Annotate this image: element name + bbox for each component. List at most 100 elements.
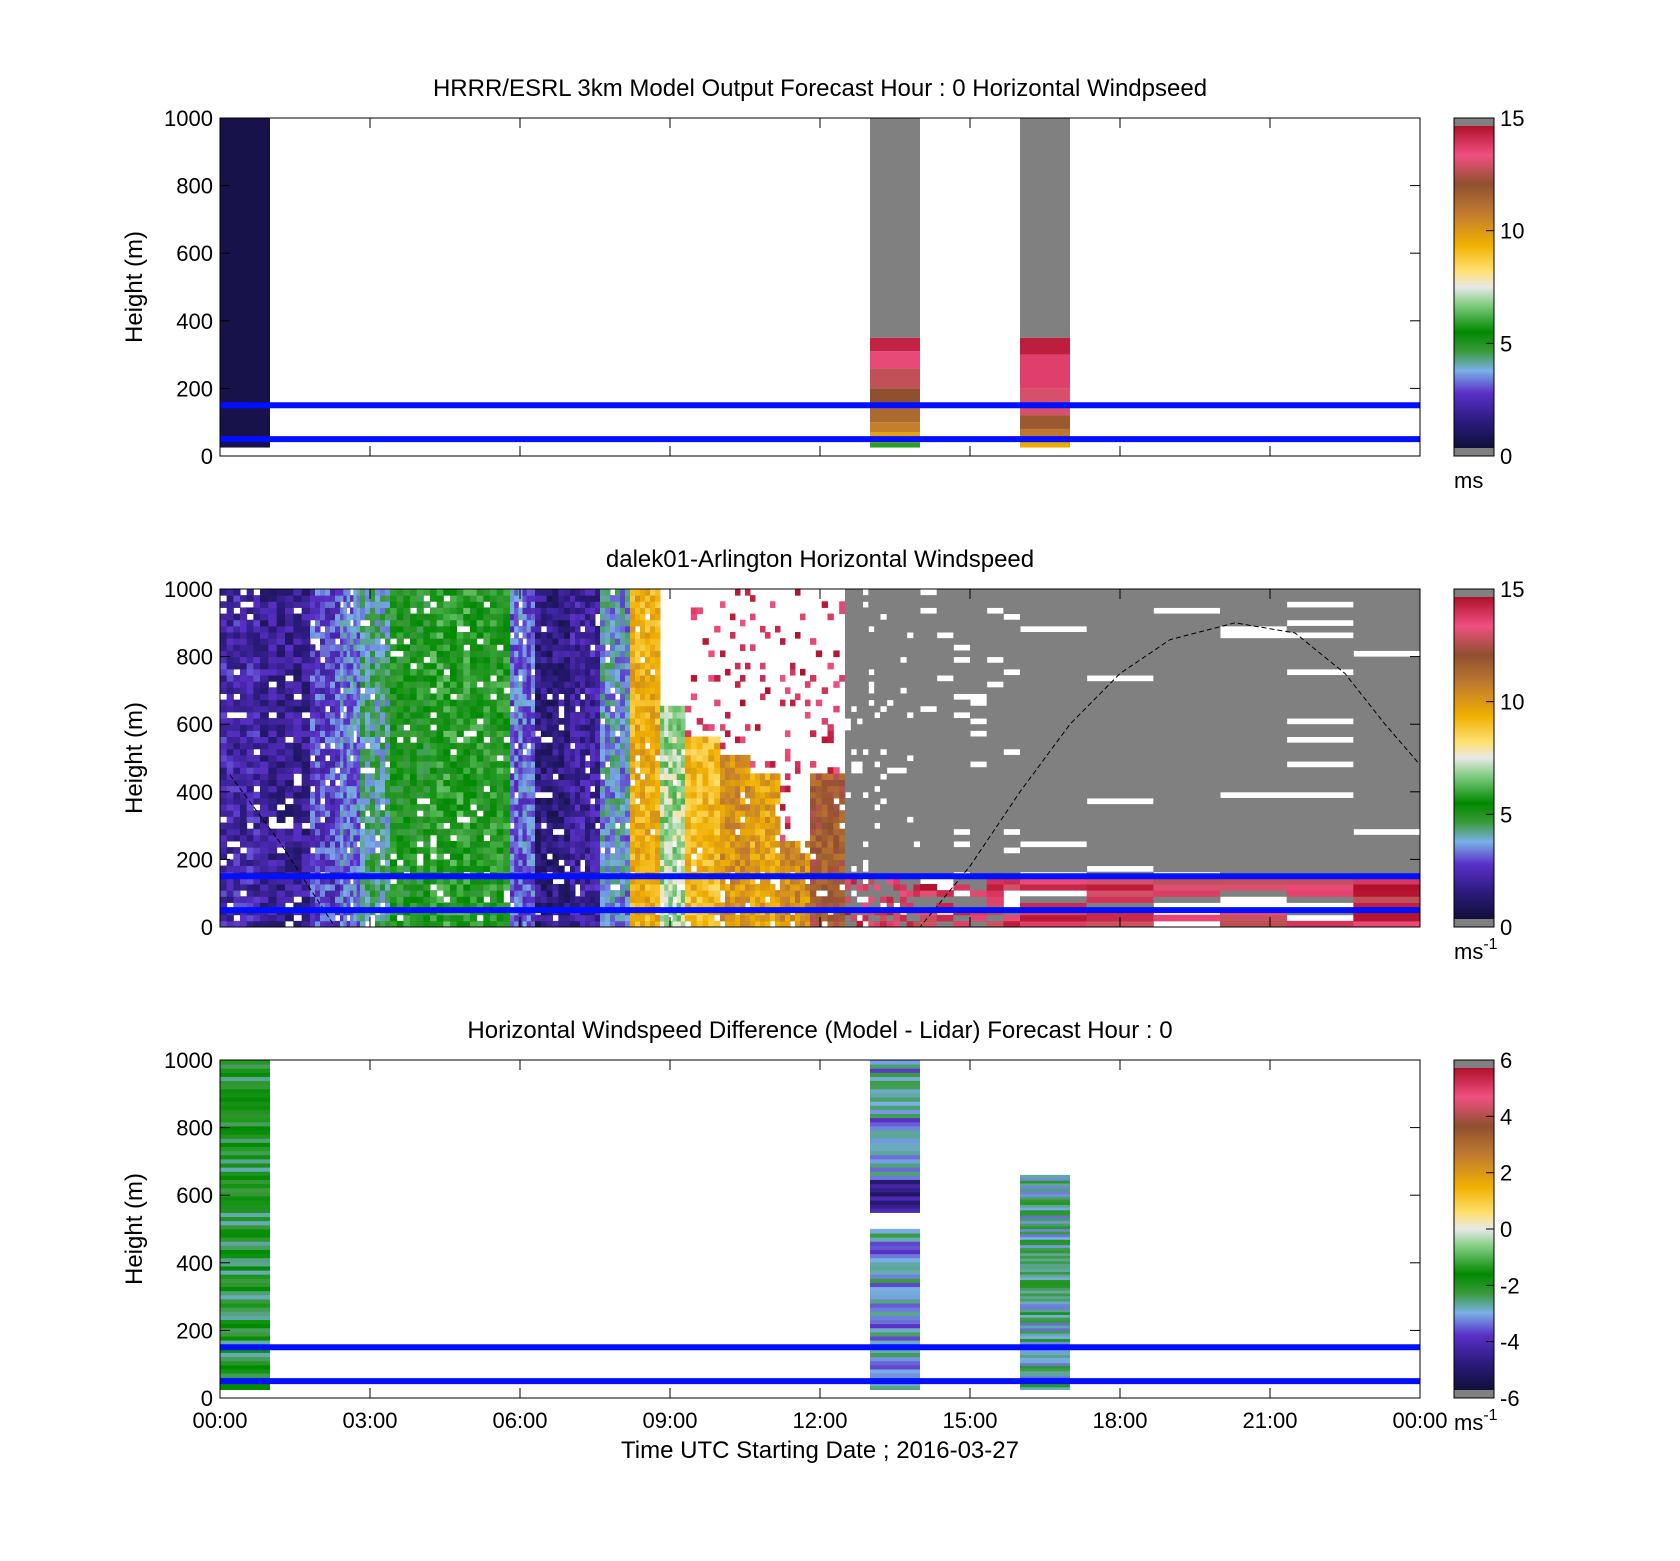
- lidar-cell: [353, 681, 358, 688]
- lidar-cell: [301, 748, 311, 756]
- lidar-cell: [730, 822, 736, 830]
- lidar-cell: [353, 601, 358, 608]
- lidar-cell: [483, 595, 491, 602]
- lidar-cell: [745, 853, 751, 860]
- lidar-cell: [546, 877, 553, 885]
- lidar-cell: [770, 810, 776, 817]
- lidar-cell: [233, 625, 241, 633]
- lidar-cell: [615, 613, 621, 621]
- lidar-cell: [514, 896, 519, 903]
- lidar-cell: [540, 607, 548, 615]
- lidar-cell: [585, 601, 591, 608]
- lidar-cell: [522, 797, 528, 805]
- lidar-cell: [590, 767, 596, 774]
- lidar-cell: [301, 632, 311, 639]
- lidar-cell: [805, 883, 811, 891]
- lidar-cell: [570, 650, 576, 658]
- lidar-cell: [293, 644, 303, 651]
- lidar-cell: [416, 767, 424, 774]
- lidar-cell: [645, 773, 651, 781]
- lidar-cell: [645, 810, 651, 817]
- lidar-cell: [664, 724, 669, 731]
- lidar-cell: [702, 853, 709, 860]
- lidar-cell: [476, 834, 484, 842]
- lidar-cell: [375, 699, 381, 707]
- lidar-cell: [690, 920, 698, 928]
- lidar-cell: [496, 890, 504, 897]
- lidar-cell: [463, 632, 471, 639]
- lidar-cell: [645, 797, 651, 805]
- lidar-cell: [735, 902, 741, 910]
- lidar-cell: [755, 914, 761, 922]
- lidar-cell: [370, 859, 376, 867]
- lidar-cell: [605, 791, 611, 799]
- lidar-cell: [503, 834, 511, 842]
- lidar-cell: [595, 840, 601, 848]
- lidar-cell: [343, 662, 348, 670]
- lidar-cell: [390, 761, 398, 768]
- lidar-cell: [770, 883, 776, 891]
- lidar-cell: [350, 828, 354, 836]
- lidar-cell: [356, 920, 361, 928]
- lidar-cell: [745, 896, 751, 903]
- lidar-cell: [630, 730, 636, 737]
- lidar-cell: [450, 601, 458, 608]
- lidar-cell: [526, 890, 532, 897]
- lidar-cell: [315, 589, 321, 596]
- lidar-cell: [233, 822, 241, 830]
- lidar-cell: [403, 785, 411, 793]
- lidar-cell: [730, 853, 736, 860]
- lidar-cell: [285, 773, 294, 781]
- lidar-cell: [635, 773, 641, 781]
- lidar-cell: [610, 748, 616, 756]
- lidar-cell: [350, 644, 354, 651]
- lidar-cell: [672, 761, 678, 768]
- lidar-cell: [220, 638, 228, 645]
- model-column-2-cell-6: [1020, 118, 1070, 338]
- lidar-cell: [246, 877, 254, 885]
- lidar-cell: [676, 742, 682, 750]
- lidar-cell: [463, 619, 471, 627]
- lidar-cell: [335, 822, 341, 830]
- lidar-cell: [253, 681, 261, 688]
- lidar-cell: [490, 785, 498, 793]
- lidar-cell: [615, 804, 621, 811]
- lidar-cell: [514, 883, 519, 891]
- lidar-cell: [765, 804, 771, 811]
- lidar-cell: [380, 705, 386, 713]
- lidar-cell: [564, 632, 571, 639]
- lidar-cell: [496, 736, 504, 744]
- lidar-cell: [246, 668, 254, 676]
- lidar-cell: [680, 859, 686, 867]
- lidar-cell: [240, 656, 248, 664]
- lidar-cell: [375, 748, 381, 756]
- lidar-cell: [615, 625, 621, 633]
- lidar-cell: [720, 779, 726, 787]
- lidar-cell: [293, 877, 303, 885]
- lidar-cell: [233, 754, 241, 762]
- lidar-cell: [510, 711, 515, 719]
- lidar-cell: [610, 877, 616, 885]
- lidar-cell: [226, 736, 234, 744]
- lidar-cell: [690, 607, 698, 615]
- lidar-cell: [625, 730, 631, 737]
- lidar-cell: [293, 822, 303, 830]
- lidar-cell: [605, 785, 611, 793]
- lidar-cell: [356, 914, 361, 922]
- lidar-cell: [522, 595, 528, 602]
- lidar-cell: [535, 920, 542, 928]
- lidar-cell: [310, 853, 316, 860]
- lidar-cell: [620, 748, 626, 756]
- lidar-cell: [518, 718, 523, 725]
- lidar-cell: [530, 859, 536, 867]
- lidar-cell: [585, 638, 591, 645]
- lidar-cell: [735, 767, 741, 774]
- lidar-cell: [463, 883, 471, 891]
- lidar-cell: [346, 595, 351, 602]
- lidar-cell: [535, 840, 542, 848]
- lidar-cell: [330, 761, 336, 768]
- lidar-cell: [470, 699, 478, 707]
- lidar-cell: [595, 718, 601, 725]
- lidar-cell: [672, 822, 678, 830]
- lidar-cell: [353, 650, 358, 658]
